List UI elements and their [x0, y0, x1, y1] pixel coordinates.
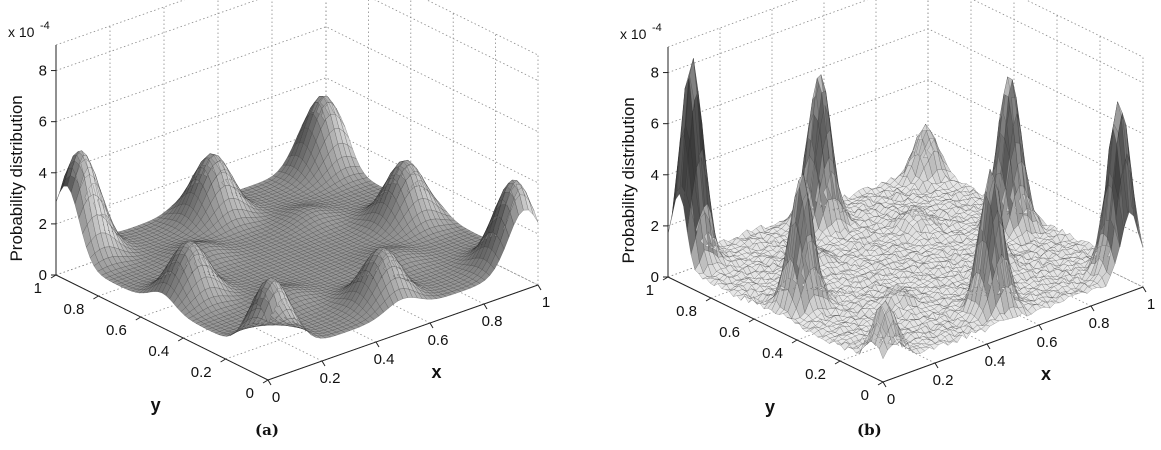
- grid-z-a-3: [55, 26, 539, 133]
- y-tick-a-4: 0.8: [64, 301, 85, 318]
- x-axis-line-a: [267, 284, 539, 381]
- x-tick-a-5: 1: [542, 294, 550, 311]
- panel-a: 0 0.2 0.4 0.6 0.8 1 0 0.2 0.4 0.6 0.8 1 0 2 4 6 8 x y Proba…: [0, 0, 580, 450]
- y-axis-label-a: y: [151, 395, 161, 415]
- y-tick-a-5: 1: [34, 280, 42, 297]
- x-tick-mark-a-4: [483, 303, 488, 310]
- surface-cell-a: [529, 201, 539, 223]
- y-tick-mark-a-4: [93, 295, 99, 300]
- surface-mesh-a: [55, 96, 539, 339]
- grid-z-b-3: [667, 28, 1144, 135]
- z-tick-a-2: 4: [39, 165, 47, 182]
- x-tick-mark-a-5: [537, 284, 542, 291]
- x-tick-mark-a-3: [429, 322, 434, 329]
- surface-plot-a: 00.20.40.60.8100.20.40.60.8102468xyProba…: [7, 0, 550, 415]
- surface-mesh-b: [667, 58, 1144, 360]
- z-tick-a-0: 0: [39, 267, 47, 284]
- y-tick-a-1: 0.2: [191, 364, 212, 381]
- y-tick-mark-a-3: [135, 316, 142, 321]
- x-tick-a-3: 0.6: [428, 332, 449, 349]
- x-tick-a-4: 0.8: [482, 313, 503, 330]
- x-tick-a-2: 0.4: [374, 351, 395, 368]
- grid-z-a-4: [55, 0, 539, 81]
- z-tick-a-3: 6: [39, 114, 47, 131]
- grid-z-b-2: [667, 79, 1144, 186]
- x-tick-mark-a-1: [321, 360, 326, 367]
- z-tick-a-4: 8: [39, 63, 47, 80]
- x-axis-label-a: x: [431, 362, 441, 382]
- grid-z-b-4: [667, 0, 1144, 83]
- y-tick-a-3: 0.6: [106, 322, 127, 339]
- x-tick-mark-a-0: [267, 379, 272, 386]
- caption-a: (a): [255, 421, 279, 439]
- y-tick-mark-a-2: [177, 337, 184, 342]
- surface-plot-b: 00.20.40.60.8100.20.40.60.8102468xyProba…: [619, 0, 1155, 417]
- z-exponent-a: -4: [40, 20, 50, 32]
- z-multiplier-a: x 10: [8, 24, 35, 40]
- y-tick-a-2: 0.4: [148, 343, 169, 360]
- y-axis-line-a: [55, 274, 269, 381]
- z-axis-label-a: Probability distribution: [7, 95, 26, 261]
- y-tick-mark-a-1: [220, 358, 226, 363]
- grid-z-a-5: [55, 0, 539, 56]
- z-tick-a-1: 2: [39, 216, 47, 233]
- x-tick-mark-a-2: [375, 341, 380, 348]
- x-tick-a-0: 0: [272, 389, 280, 406]
- grid-z-b-5: [667, 0, 1144, 58]
- y-tick-mark-a-0: [262, 379, 269, 384]
- y-tick-a-0: 0: [246, 385, 254, 402]
- panel-b: 0 0.2 0.4 0.6 0.8 1 0 0.2 0.4 0.6 0.8 1 0 2 4 6 8 x y Proba…: [581, 0, 1161, 450]
- x-tick-a-1: 0.2: [320, 370, 341, 387]
